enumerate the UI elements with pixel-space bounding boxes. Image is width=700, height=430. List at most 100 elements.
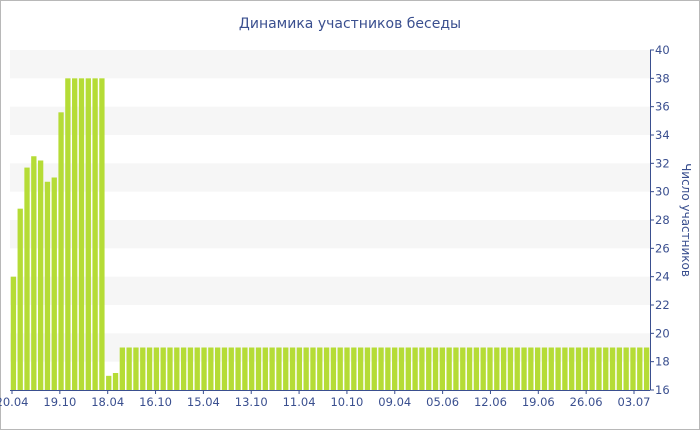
bar [276, 347, 282, 390]
grid-band [10, 276, 650, 305]
bar [589, 347, 595, 390]
bar [535, 347, 541, 390]
y-axis-label: Число участников [679, 163, 693, 277]
bar [133, 347, 139, 390]
bar-series [10, 78, 650, 390]
bar [596, 347, 602, 390]
x-tick-label: 26.06 [570, 395, 603, 409]
bar [446, 347, 452, 390]
bar [10, 276, 17, 390]
y-tick-labels: 16 18 20 22 24 26 28 30 32 34 36 38 40 [650, 43, 670, 397]
bar [303, 347, 309, 390]
bar [603, 347, 609, 390]
bar [405, 347, 411, 390]
bar [616, 347, 623, 390]
bar [78, 78, 85, 390]
x-tick-label: 20.04 [0, 395, 28, 409]
bar [317, 347, 323, 390]
bar [174, 347, 180, 390]
bar [99, 78, 105, 390]
bar [215, 347, 221, 390]
x-tick-label: 19.06 [522, 395, 555, 409]
bar [323, 347, 330, 390]
bar [289, 347, 296, 390]
bar [242, 347, 248, 390]
bar [235, 347, 241, 390]
bar [507, 347, 514, 390]
y-tick-label: 28 [655, 213, 670, 227]
bar [160, 347, 166, 390]
bar [310, 347, 316, 390]
chart-title: Динамика участников беседы [239, 16, 461, 32]
bar [153, 347, 160, 390]
bar [228, 347, 234, 390]
x-tick-label: 11.04 [283, 395, 316, 409]
x-tick-label: 09.04 [378, 395, 411, 409]
bar [44, 181, 51, 390]
bar [643, 347, 650, 390]
bar [582, 347, 588, 390]
x-tick-label: 15.04 [187, 395, 220, 409]
bar [473, 347, 480, 390]
bar [569, 347, 575, 390]
bar [453, 347, 459, 390]
bar [330, 347, 337, 390]
bar [623, 347, 629, 390]
x-tick-label: 12.06 [474, 395, 507, 409]
bar [167, 347, 173, 390]
grid-band [10, 333, 650, 362]
bar [385, 347, 391, 390]
bar [466, 347, 473, 390]
y-tick-label: 22 [655, 298, 670, 312]
bar [221, 347, 228, 390]
bar [106, 375, 112, 390]
bar [92, 78, 98, 390]
y-tick-label: 26 [655, 241, 670, 255]
y-tick-label: 38 [655, 71, 670, 85]
bar [439, 347, 445, 390]
grid-band [10, 106, 650, 135]
x-tick-label: 13.10 [235, 395, 268, 409]
bar [17, 208, 23, 390]
y-tick-label: 30 [655, 185, 670, 199]
y-tick-label: 32 [655, 156, 670, 170]
bar [637, 347, 643, 390]
bar [180, 347, 187, 390]
bar [562, 347, 568, 390]
bar [37, 160, 44, 390]
bar [528, 347, 534, 390]
bar [378, 347, 384, 390]
bar [201, 347, 207, 390]
bar [609, 347, 616, 390]
bar [630, 347, 636, 390]
bar [140, 347, 146, 390]
bar [208, 347, 214, 390]
bar [262, 347, 268, 390]
x-tick-labels: 20.04 19.10 18.04 16.10 15.04 13.10 11.04 10.10… [0, 390, 650, 409]
x-tick-label: 16.10 [139, 395, 172, 409]
bar [351, 347, 357, 390]
bar [72, 78, 78, 390]
y-tick-label: 24 [655, 270, 670, 284]
bar [432, 347, 439, 390]
bar [31, 156, 37, 390]
grid-band [10, 220, 650, 249]
bar [494, 347, 500, 390]
bar [24, 167, 30, 390]
bar [480, 347, 486, 390]
bar [398, 347, 405, 390]
bar [500, 347, 507, 390]
bar [51, 177, 57, 390]
x-tick-label: 05.06 [426, 395, 459, 409]
grid-band [10, 50, 650, 79]
bar [426, 347, 432, 390]
bar [555, 347, 561, 390]
bar [269, 347, 275, 390]
bar [337, 347, 343, 390]
y-tick-label: 34 [655, 128, 670, 142]
bar [412, 347, 418, 390]
grid-bands [10, 50, 650, 362]
y-tick-label: 40 [655, 43, 670, 57]
bar [419, 347, 425, 390]
